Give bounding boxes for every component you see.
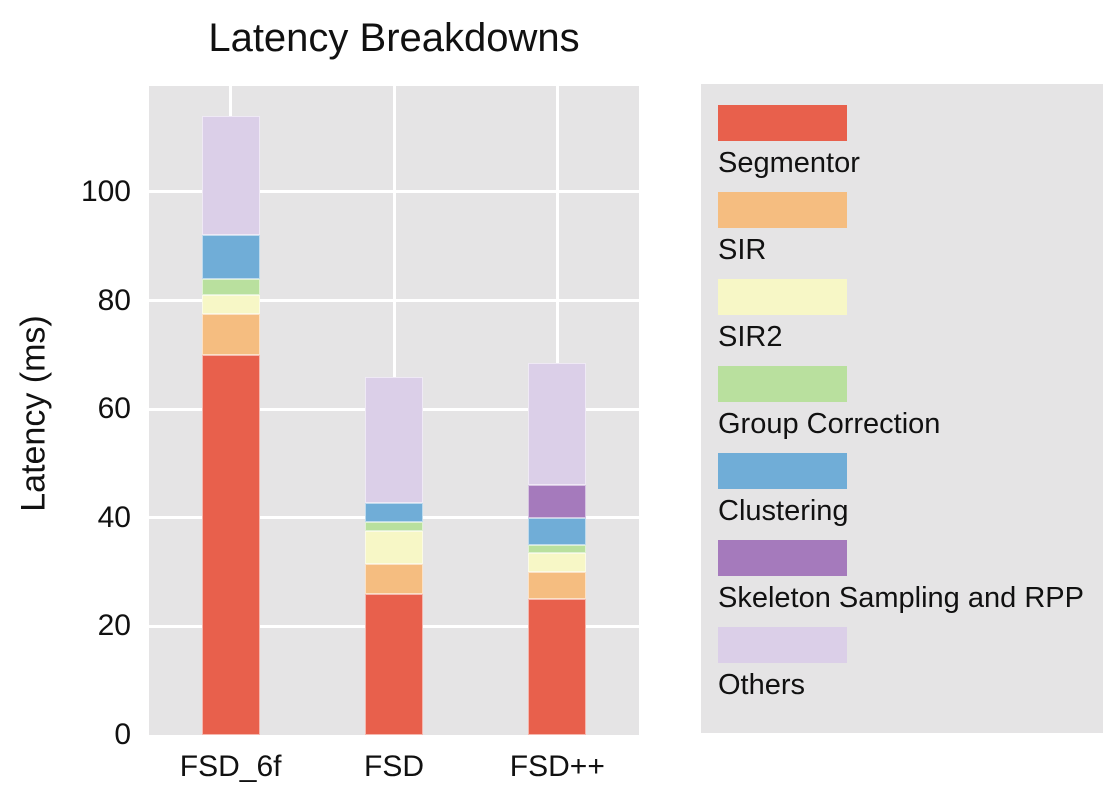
bar-segment-FSD-others [365, 376, 423, 503]
legend-label-others: Others [718, 669, 806, 701]
legend-entry-sir: SIR [718, 192, 1103, 267]
bar-segment-FSD_6f-group-correction [201, 278, 260, 296]
legend-label-clustering: Clustering [718, 495, 849, 527]
bar-segment-FSD-segmentor [365, 593, 423, 735]
bar-FSD [365, 376, 423, 735]
x-tick-label-FSD++: FSD++ [509, 750, 605, 783]
bar-segment-FSD++-clustering [528, 517, 587, 545]
legend-swatch-group-correction [718, 366, 847, 402]
legend-entry-segmentor: Segmentor [718, 105, 1103, 180]
bar-segment-FSD_6f-segmentor [201, 354, 260, 735]
legend-entry-skeleton-sampling-and-rpp: Skeleton Sampling and RPP [718, 540, 1103, 615]
legend-swatch-clustering [718, 453, 847, 489]
bar-segment-FSD-clustering [365, 502, 423, 523]
legend-entry-group-correction: Group Correction [718, 366, 1103, 441]
x-tick-label-FSD_6f: FSD_6f [179, 750, 282, 783]
bar-FSD_6f [201, 115, 260, 735]
y-tick-label-100: 100 [80, 174, 131, 208]
legend-label-group-correction: Group Correction [718, 408, 941, 440]
bar-FSD++ [528, 363, 587, 735]
legend-label-skeleton-sampling-and-rpp: Skeleton Sampling and RPP [718, 582, 1084, 614]
legend-swatch-skeleton-sampling-and-rpp [718, 540, 847, 576]
y-tick-label-0: 0 [114, 718, 131, 751]
legend-swatch-sir2 [718, 279, 847, 315]
bar-segment-FSD_6f-clustering [201, 235, 260, 279]
bar-segment-FSD-sir2 [365, 531, 423, 564]
bar-segment-FSD-sir [365, 563, 423, 594]
plot-area [149, 86, 639, 735]
bar-segment-FSD++-others [528, 363, 587, 486]
legend-entry-sir2: SIR2 [718, 279, 1103, 354]
y-tick-label-60: 60 [97, 392, 131, 426]
legend-swatch-sir [718, 192, 847, 228]
bar-segment-FSD_6f-others [201, 115, 260, 236]
legend-entry-others: Others [718, 627, 1103, 702]
bar-segment-FSD++-sir2 [528, 553, 587, 573]
chart-title: Latency Breakdowns [208, 16, 580, 60]
bar-segment-FSD++-skeleton-sampling-and-rpp [528, 485, 587, 518]
x-tick-label-FSD: FSD [364, 750, 424, 783]
bar-segment-FSD_6f-sir [201, 314, 260, 355]
bar-segment-FSD++-segmentor [528, 599, 587, 735]
chart-legend: Segmentor SIR SIR2 Group Correction Clusteri… [701, 84, 1103, 733]
legend-label-sir: SIR [718, 234, 767, 266]
bar-segment-FSD-group-correction [365, 522, 423, 532]
bar-segment-FSD++-sir [528, 572, 587, 600]
y-tick-label-20: 20 [97, 609, 131, 643]
y-tick-label-80: 80 [97, 283, 131, 317]
legend-swatch-others [718, 627, 847, 663]
bar-segment-FSD++-group-correction [528, 544, 587, 554]
legend-label-segmentor: Segmentor [718, 147, 860, 179]
legend-entry-clustering: Clustering [718, 453, 1103, 528]
legend-swatch-segmentor [718, 105, 847, 141]
legend-label-sir2: SIR2 [718, 321, 783, 353]
y-tick-label-40: 40 [97, 500, 131, 534]
bar-segment-FSD_6f-sir2 [201, 295, 260, 315]
